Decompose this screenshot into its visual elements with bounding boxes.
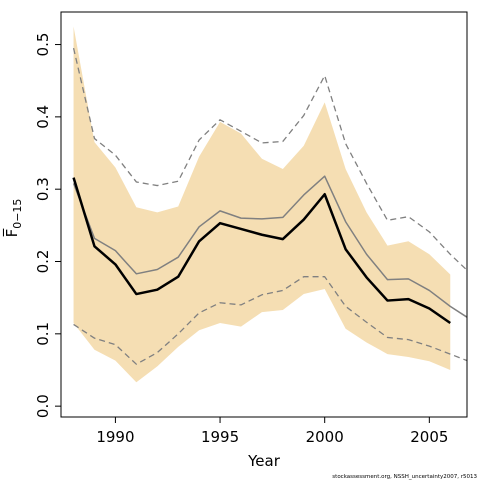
- svg-text:F̅0−15: F̅0−15: [2, 199, 24, 238]
- y-tick-label: 0.3: [34, 177, 52, 201]
- y-axis-title: F̅0−15: [2, 199, 24, 238]
- y-tick-label: 0.5: [34, 33, 52, 57]
- confidence-band: [73, 26, 451, 383]
- x-tick-label: 2005: [410, 428, 448, 446]
- estimate-line: [72, 177, 451, 325]
- credit-text: stockassessment.org, NSSH_uncertainty200…: [332, 474, 477, 480]
- y-tick-label: 0.4: [34, 105, 52, 129]
- x-axis-title: Year: [247, 452, 281, 470]
- y-axis-title-main: F̅: [2, 228, 21, 238]
- y-tick-label: 0.1: [34, 322, 52, 346]
- y-axis-title-subscript: 0−15: [11, 199, 24, 229]
- y-tick-label: 0.0: [34, 394, 52, 418]
- y-tick-label: 0.2: [34, 250, 52, 274]
- x-tick-label: 1990: [96, 428, 134, 446]
- previous-lower-ci-line: [73, 276, 467, 365]
- previous-upper-ci-line: [72, 48, 467, 271]
- x-tick-label: 1995: [201, 428, 239, 446]
- previous-estimate-line: [72, 175, 467, 318]
- x-tick-label: 2000: [306, 428, 344, 446]
- plot-frame: [60, 11, 468, 418]
